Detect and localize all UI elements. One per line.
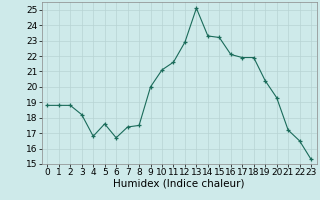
X-axis label: Humidex (Indice chaleur): Humidex (Indice chaleur) — [114, 179, 245, 189]
